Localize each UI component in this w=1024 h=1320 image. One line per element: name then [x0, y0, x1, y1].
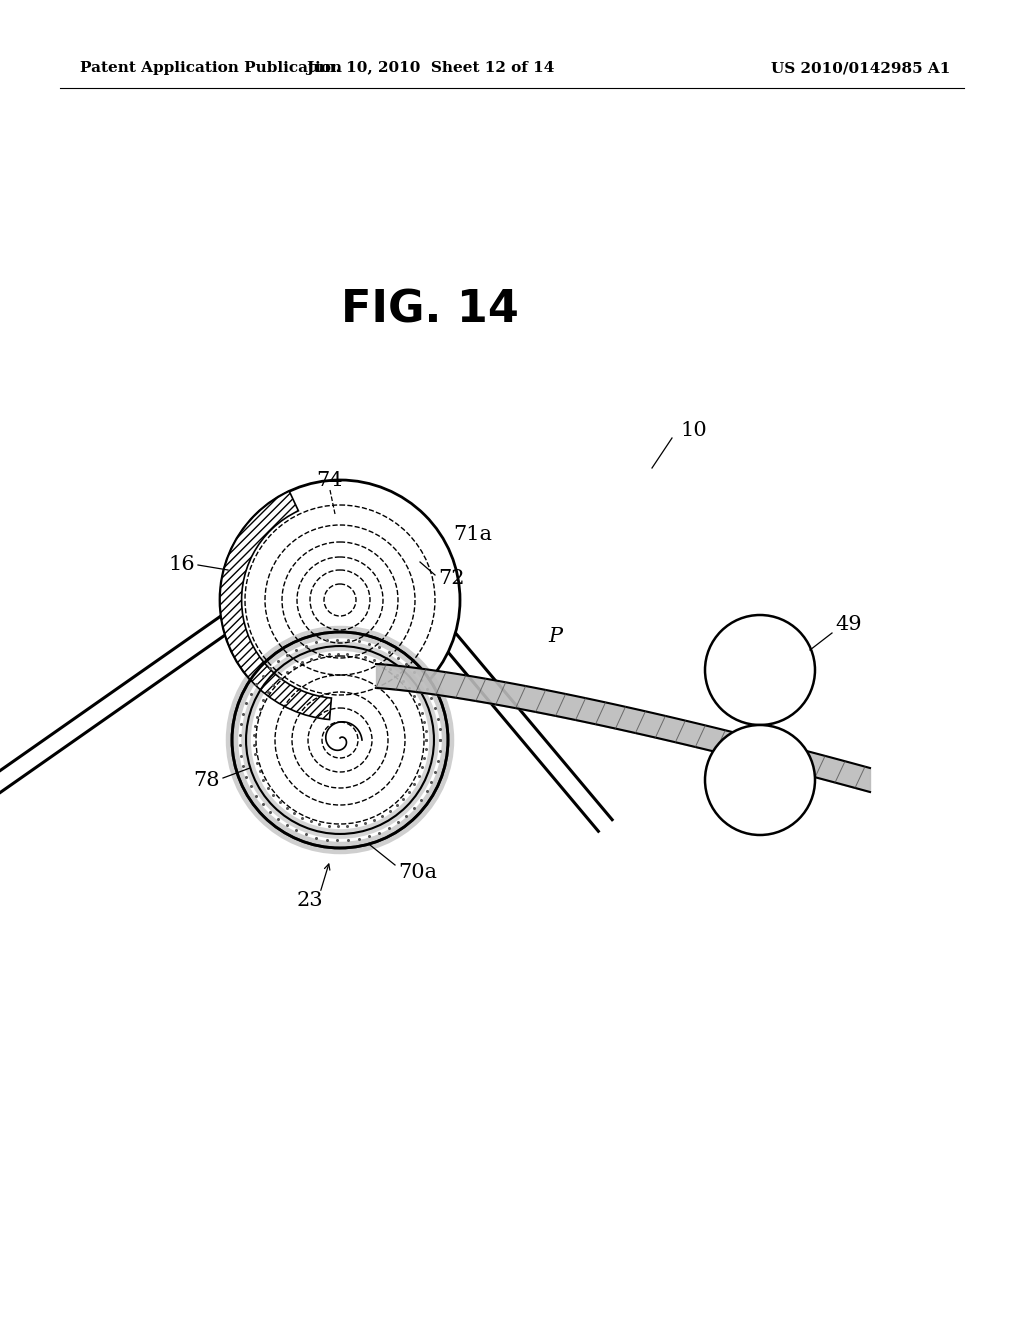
Text: 10: 10 — [680, 421, 707, 440]
Circle shape — [705, 615, 815, 725]
Text: 70a: 70a — [398, 862, 437, 882]
Text: 49: 49 — [835, 615, 861, 635]
Text: P: P — [548, 627, 562, 647]
Text: 16: 16 — [168, 556, 195, 574]
Text: 78: 78 — [194, 771, 220, 789]
Text: Jun. 10, 2010  Sheet 12 of 14: Jun. 10, 2010 Sheet 12 of 14 — [306, 61, 554, 75]
Text: FIG. 14: FIG. 14 — [341, 289, 519, 331]
Circle shape — [220, 480, 460, 719]
Text: Patent Application Publication: Patent Application Publication — [80, 61, 342, 75]
Circle shape — [232, 632, 449, 847]
Text: 72: 72 — [438, 569, 465, 587]
Text: 71a: 71a — [453, 525, 492, 544]
Circle shape — [705, 725, 815, 836]
Text: 23: 23 — [297, 891, 324, 909]
Wedge shape — [220, 491, 332, 719]
Text: US 2010/0142985 A1: US 2010/0142985 A1 — [771, 61, 950, 75]
Text: 74: 74 — [316, 470, 343, 490]
